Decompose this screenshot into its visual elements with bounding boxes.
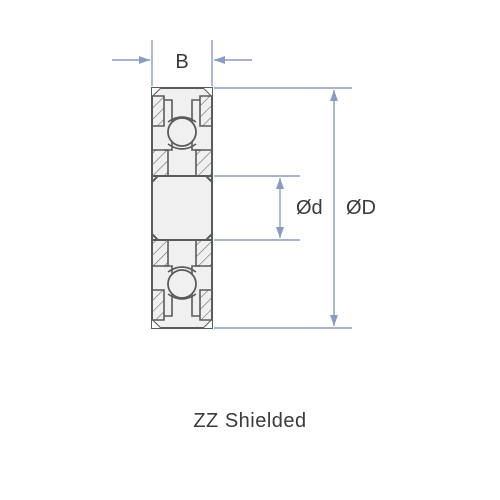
diagram-canvas: B Ød ØD ZZ Shielded (0, 0, 500, 500)
label-bore-d: Ød (296, 197, 323, 219)
label-outer-D: ØD (346, 197, 376, 219)
bearing-body (152, 88, 212, 328)
label-width-B: B (175, 51, 188, 73)
dimension-bore-d (214, 176, 300, 240)
dimension-outer-D (214, 88, 352, 328)
diagram-caption: ZZ Shielded (0, 410, 500, 433)
